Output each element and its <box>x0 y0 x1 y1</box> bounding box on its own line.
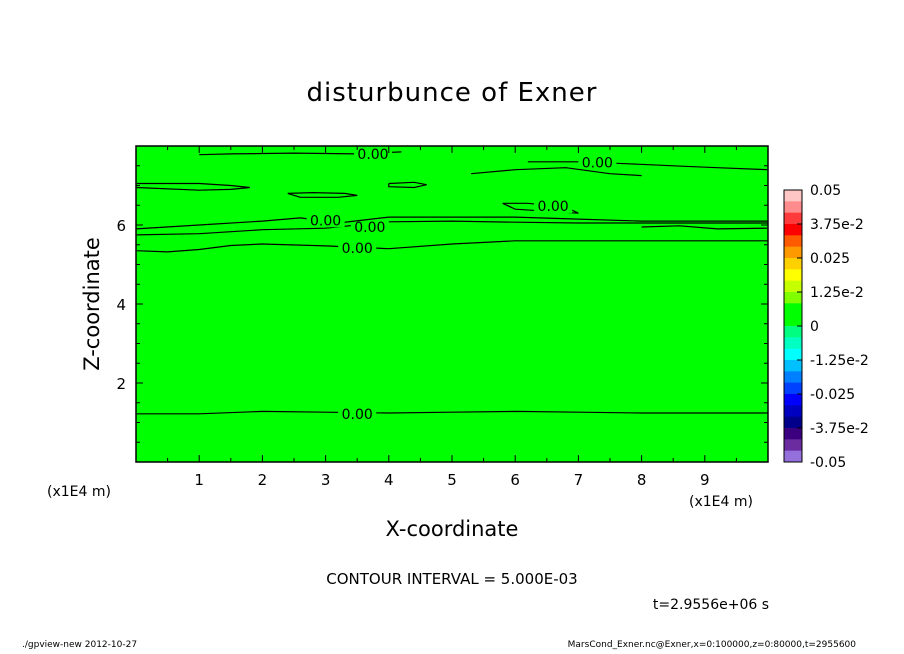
contour-line-10 <box>470 167 642 177</box>
x-unit-right: (x1E4 m) <box>689 494 753 510</box>
colorbar-label: 0.05 <box>810 183 841 199</box>
x-tick-label: 4 <box>384 471 394 489</box>
footer-right: MarsCond_Exner.nc@Exner,x=0:100000,z=0:8… <box>567 640 856 650</box>
contour-label-bg <box>534 198 573 214</box>
colorbar-segment <box>784 428 802 440</box>
colorbar-segment <box>784 314 802 327</box>
contour-line-6 <box>287 191 358 198</box>
colorbar-label: 0.025 <box>810 251 850 267</box>
colorbar-segment <box>784 246 802 259</box>
contour-label: 0.00 <box>538 199 569 215</box>
colorbar-segment <box>784 394 802 406</box>
plot-area <box>136 146 768 462</box>
contour-label-bg <box>354 145 392 161</box>
x-axis: 1 2 3 4 5 6 7 8 9 <box>167 146 737 489</box>
contour-label-bg <box>578 154 617 170</box>
colorbar-label: 1.25e-2 <box>810 285 864 301</box>
colorbar-segment <box>784 439 802 452</box>
x-tick-label: 9 <box>700 471 710 489</box>
colorbar-segment <box>784 303 802 316</box>
colorbar-segment <box>784 371 802 384</box>
colorbar-segment <box>784 360 802 372</box>
colorbar-segment <box>784 450 802 463</box>
time-label: t=2.9556e+06 s <box>653 597 769 613</box>
colorbar-segment <box>784 212 802 225</box>
x-unit-left: (x1E4 m) <box>47 484 111 500</box>
contour-line-2 <box>135 220 768 236</box>
x-tick-label: 3 <box>321 471 331 489</box>
y-axis-title: Z-coordinate <box>80 237 104 371</box>
x-tick-label: 1 <box>194 471 204 489</box>
colorbar-label: -0.025 <box>810 387 855 403</box>
colorbar-label: 0 <box>810 319 819 335</box>
colorbar-segment <box>784 258 802 270</box>
colorbar-segment <box>784 337 802 350</box>
contour-label-bg <box>306 212 345 228</box>
contour-lines: 0.000.000.000.000.000.000.00 <box>135 145 769 423</box>
colorbar-segment <box>784 280 802 293</box>
colorbar-label: -3.75e-2 <box>810 421 869 437</box>
colorbar-label: -1.25e-2 <box>810 353 869 369</box>
contour-label: 0.00 <box>582 156 613 172</box>
x-tick-label: 5 <box>447 471 457 489</box>
contour-label-bg <box>350 218 389 234</box>
contour-label: 0.00 <box>354 220 385 236</box>
colorbar-segment <box>784 269 802 282</box>
contour-label: 0.00 <box>310 213 341 229</box>
colorbar-segment <box>784 190 802 202</box>
contour-label: 0.00 <box>357 147 388 163</box>
contour-label: 0.00 <box>342 241 373 257</box>
x-tick-label: 2 <box>258 471 268 489</box>
x-axis-title: X-coordinate <box>386 517 519 541</box>
colorbar-segment <box>784 292 802 304</box>
colorbar-segment <box>784 348 802 361</box>
contour-line-4 <box>502 202 579 214</box>
contour-label: 0.00 <box>342 407 373 423</box>
x-tick-label: 8 <box>637 471 647 489</box>
footer-left: ./gpview-new 2012-10-27 <box>22 640 138 650</box>
chart-title: disturbunce of Exner <box>307 78 598 108</box>
contour-line-3 <box>135 216 768 230</box>
y-tick-label: 4 <box>116 296 126 314</box>
x-tick-label: 7 <box>574 471 584 489</box>
y-axis: 2 4 6 <box>116 165 768 443</box>
colorbar-label: -0.05 <box>810 455 846 471</box>
contour-chart: disturbunce of Exner 0.000.000.000.000.0… <box>47 78 869 613</box>
contour-line-8 <box>527 161 769 171</box>
colorbar-segment <box>784 224 802 236</box>
colorbar-segment <box>784 405 802 418</box>
contour-interval: CONTOUR INTERVAL = 5.000E-03 <box>326 570 577 588</box>
contour-label-bg <box>338 239 377 255</box>
colorbar-label: 3.75e-2 <box>810 217 864 233</box>
colorbar-segment <box>784 416 802 429</box>
y-tick-label: 6 <box>116 217 126 235</box>
contour-line-11 <box>641 225 769 230</box>
colorbar-segment <box>784 235 802 248</box>
y-tick-label: 2 <box>116 375 126 393</box>
contour-line-7 <box>388 181 427 189</box>
contour-line-5 <box>135 182 250 191</box>
contour-line-1 <box>135 240 768 253</box>
colorbar-segment <box>784 326 802 338</box>
colorbar-segment <box>784 201 802 214</box>
colorbar: 0.05 3.75e-2 0.025 1.25e-2 0 -1.25e-2 -0.025 -3… <box>783 183 869 471</box>
contour-line-0 <box>136 410 768 415</box>
colorbar-segment <box>784 382 802 395</box>
contour-label-bg <box>338 405 377 421</box>
x-tick-label: 6 <box>510 471 520 489</box>
